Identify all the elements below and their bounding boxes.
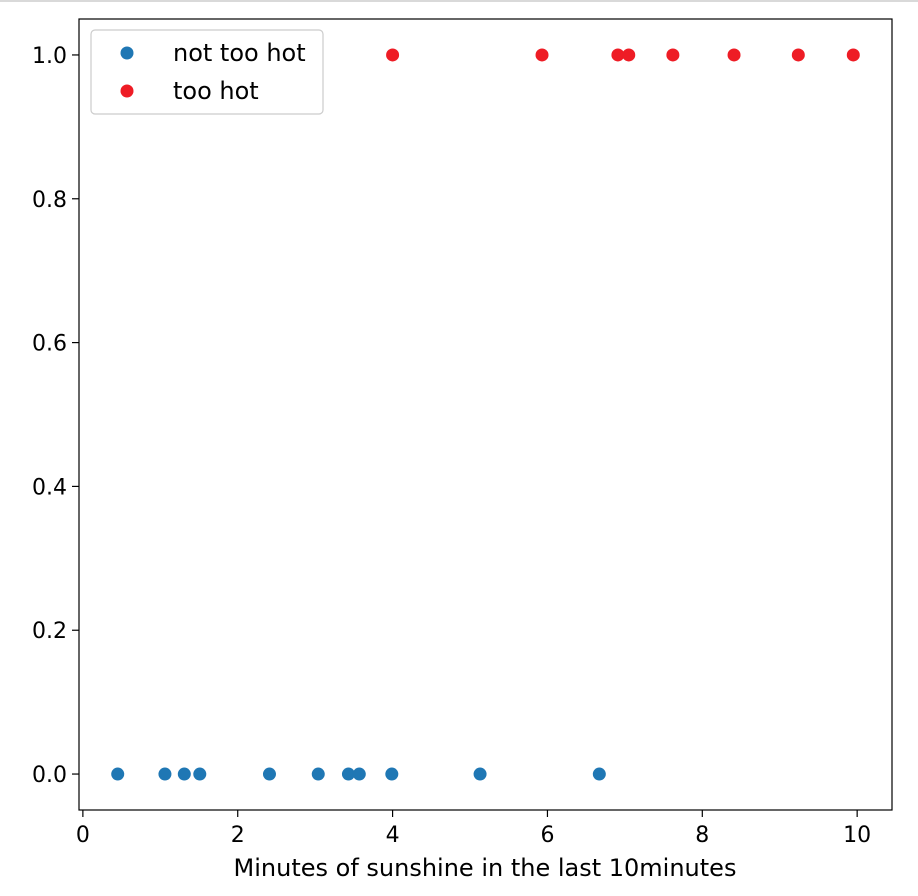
point-not-too-hot — [193, 767, 207, 781]
point-too-hot — [666, 48, 680, 62]
point-not-too-hot — [352, 767, 366, 781]
y-tick-label: 0.6 — [32, 332, 67, 357]
point-not-too-hot — [592, 767, 606, 781]
point-too-hot — [386, 48, 400, 62]
legend-label: not too hot — [173, 39, 306, 67]
point-not-too-hot — [341, 767, 355, 781]
point-not-too-hot — [158, 767, 172, 781]
y-tick-label: 0.8 — [32, 188, 67, 213]
y-tick-label: 0.4 — [32, 475, 67, 500]
point-too-hot — [791, 48, 805, 62]
top-divider — [0, 0, 918, 2]
point-not-too-hot — [111, 767, 125, 781]
x-tick-label: 6 — [540, 823, 554, 848]
points-layer — [111, 48, 860, 781]
point-not-too-hot — [311, 767, 325, 781]
x-tick-label: 2 — [231, 823, 245, 848]
y-tick-label: 0.0 — [32, 763, 67, 788]
point-too-hot — [535, 48, 549, 62]
x-tick-label: 4 — [386, 823, 400, 848]
legend-marker — [120, 46, 134, 60]
y-tick-label: 0.2 — [32, 619, 67, 644]
ticks-layer: 0 2 4 6 8 10 0.0 0.2 0.4 0.6 0.8 1.0 — [32, 44, 871, 848]
legend-frame — [90, 29, 324, 115]
plot-frame — [78, 18, 893, 811]
x-axis-label: Minutes of sunshine in the last 10minute… — [234, 854, 737, 882]
point-not-too-hot — [177, 767, 191, 781]
x-tick-label: 8 — [695, 823, 709, 848]
x-tick-label: 0 — [76, 823, 90, 848]
point-not-too-hot — [473, 767, 487, 781]
point-too-hot — [727, 48, 741, 62]
x-tick-label: 10 — [843, 823, 871, 848]
legend-label: too hot — [173, 77, 259, 105]
y-tick-label: 1.0 — [32, 44, 67, 69]
legend: not too hot too hot — [90, 29, 324, 115]
point-not-too-hot — [262, 767, 276, 781]
point-not-too-hot — [385, 767, 399, 781]
point-too-hot — [846, 48, 860, 62]
point-too-hot — [611, 48, 625, 62]
legend-marker — [120, 84, 134, 98]
point-too-hot — [622, 48, 636, 62]
